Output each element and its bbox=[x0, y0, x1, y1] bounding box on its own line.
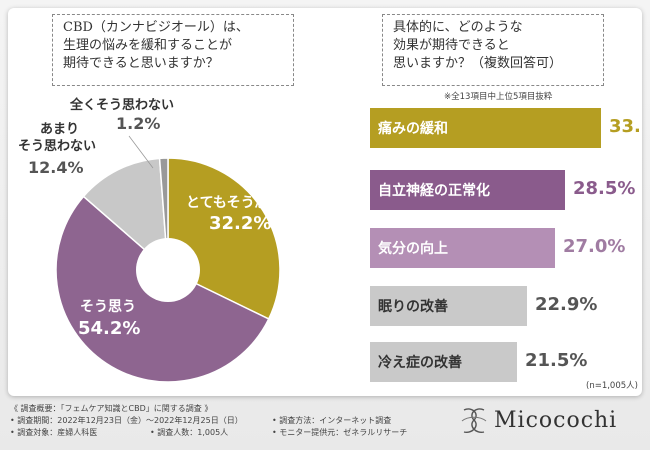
infographic-card: CBD（カンナビジオール）は、 生理の悩みを緩和することが 期待できると思います… bbox=[8, 8, 642, 396]
pie-center-hole bbox=[136, 238, 200, 302]
right-question-line-3: 思いますか？（複数回答可） bbox=[393, 56, 563, 71]
sample-size-label: (n=1,005人) bbox=[586, 381, 638, 391]
left-question-line-2: 生理の悩みを緩和することが bbox=[63, 38, 233, 53]
bar-value-pain-relief: 33.7% bbox=[609, 116, 642, 137]
right-question-line-1: 具体的に、どのような bbox=[393, 20, 523, 35]
brand-logo: Micocochi bbox=[458, 404, 638, 440]
bar-autonomic-nerve: 自立神経の正常化 bbox=[370, 170, 565, 210]
bar-value-cold-sensitivity: 21.5% bbox=[525, 350, 588, 371]
survey-provider: • モニター提供元：ゼネラルリサーチ bbox=[272, 428, 408, 437]
pie-value-not-at-all: 1.2% bbox=[116, 114, 161, 133]
pie-value-think-so: 54.2% bbox=[78, 318, 141, 339]
survey-period: • 調査期間：2022年12月23日（金）～2022年12月25日（日） bbox=[10, 416, 243, 425]
bar-value-autonomic-nerve: 28.5% bbox=[573, 178, 636, 199]
bar-label-cold-sensitivity: 冷え症の改善 bbox=[378, 355, 462, 371]
pie-label-not-really-line-2: そう思わない bbox=[18, 139, 97, 154]
left-question-line-3: 期待できると思いますか？ bbox=[63, 56, 219, 71]
bar-value-mood-improvement: 27.0% bbox=[563, 236, 626, 257]
bar-label-sleep-improvement: 眠りの改善 bbox=[378, 299, 448, 315]
left-question-box: CBD（カンナビジオール）は、 生理の悩みを緩和することが 期待できると思います… bbox=[52, 14, 294, 86]
pie-label-leader bbox=[128, 135, 154, 169]
pie-value-very-much: 32.2% bbox=[209, 213, 272, 234]
bar-cold-sensitivity: 冷え症の改善 bbox=[370, 342, 517, 382]
right-question-line-2: 効果が期待できると bbox=[393, 38, 510, 53]
left-question-line-1: CBD（カンナビジオール）は、 bbox=[63, 20, 249, 35]
bar-value-sleep-improvement: 22.9% bbox=[535, 294, 598, 315]
bar-label-autonomic-nerve: 自立神経の正常化 bbox=[378, 183, 490, 199]
brand-name: Micocochi bbox=[494, 408, 618, 433]
survey-title: 《 調査概要：「フェムケア知識とCBD」に関する調査 》 bbox=[10, 404, 213, 413]
pie-label-not-at-all: 全くそう思わない bbox=[70, 98, 175, 113]
right-question-box: 具体的に、どのような 効果が期待できると 思いますか？（複数回答可） bbox=[382, 14, 604, 86]
pie-slice-not-really bbox=[82, 157, 169, 272]
bar-pain-relief: 痛みの緩和 bbox=[370, 108, 601, 148]
pie-chart bbox=[55, 135, 281, 383]
bar-label-pain-relief: 痛みの緩和 bbox=[378, 121, 448, 137]
bar-mood-improvement: 気分の向上 bbox=[370, 228, 555, 268]
pie-label-think-so: そう思う bbox=[80, 299, 136, 315]
pie-label-not-really-line-1: あまり bbox=[40, 122, 80, 137]
bar-chart-note: ※全13項目中上位5項目抜粋 bbox=[444, 92, 553, 102]
survey-method: • 調査方法：インターネット調査 bbox=[272, 416, 392, 425]
bar-sleep-improvement: 眠りの改善 bbox=[370, 286, 527, 326]
pie-value-not-really: 12.4% bbox=[28, 158, 84, 177]
bar-label-mood-improvement: 気分の向上 bbox=[378, 241, 448, 257]
survey-count: • 調査人数：1,005人 bbox=[150, 428, 229, 437]
survey-target: • 調査対象：産婦人科医 bbox=[10, 428, 98, 437]
pie-label-very-much: とてもそう思う bbox=[186, 195, 283, 211]
micocochi-logo-icon bbox=[461, 408, 487, 434]
